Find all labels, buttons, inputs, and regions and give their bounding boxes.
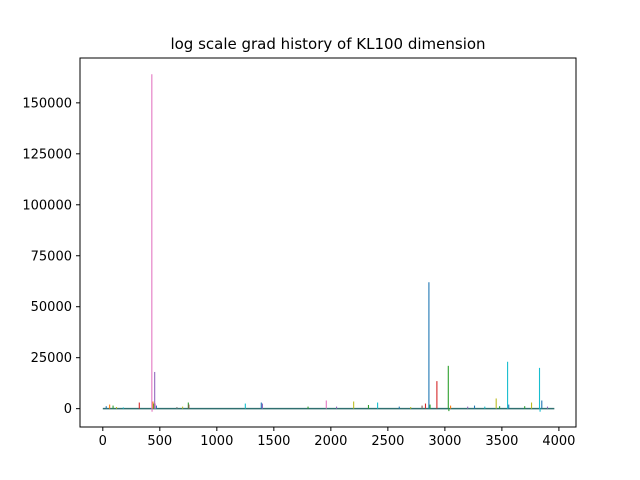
x-tick-label-3: 1500: [257, 434, 290, 449]
x-tick-label-0: 0: [99, 434, 107, 449]
x-tick-label-4: 2000: [314, 434, 347, 449]
y-tick-label-0: 0: [64, 402, 72, 417]
plot-marks: [102, 74, 555, 412]
plot-frame: [79, 57, 577, 428]
y-tick-label-3: 75000: [31, 249, 72, 264]
y-tick-label-5: 125000: [22, 147, 72, 162]
x-tick-label-8: 4000: [542, 434, 575, 449]
x-tick-label-2: 1000: [200, 434, 233, 449]
x-tick-label-7: 3500: [485, 434, 518, 449]
y-axis-ticks: 0 25000 50000 75000 100000 125000 150000: [22, 96, 80, 417]
y-tick-label-4: 100000: [22, 198, 72, 213]
chart-title: log scale grad history of KL100 dimensio…: [170, 35, 485, 53]
y-tick-label-6: 150000: [22, 96, 72, 111]
x-tick-label-5: 2500: [371, 434, 404, 449]
x-axis-ticks: 0 500 1000 1500 2000 2500 3000 3500 4000: [99, 427, 575, 449]
x-tick-label-1: 500: [147, 434, 172, 449]
x-tick-label-6: 3000: [428, 434, 461, 449]
y-tick-label-1: 25000: [31, 351, 72, 366]
y-tick-label-2: 50000: [31, 300, 72, 315]
